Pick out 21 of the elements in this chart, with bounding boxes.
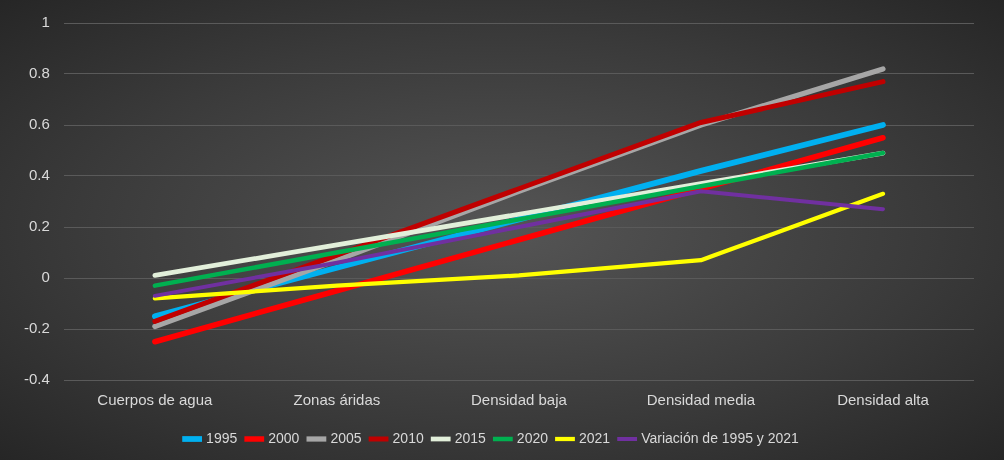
x-tick-label: Densidad alta: [837, 391, 930, 409]
y-tick-label: 0.8: [28, 64, 50, 82]
y-tick-label: -0.2: [23, 319, 50, 337]
legend-label: 2015: [454, 429, 487, 446]
x-tick-label: Zonas áridas: [293, 391, 381, 409]
legend-label: 2010: [392, 429, 424, 446]
y-tick-label: 0.4: [28, 166, 50, 184]
legend-label: 2000: [268, 429, 300, 446]
x-tick-label: Cuerpos de agua: [97, 391, 214, 409]
y-tick-label: 1: [41, 13, 50, 31]
y-tick-label: 0.6: [28, 115, 50, 133]
legend-label: 1995: [206, 429, 238, 446]
x-tick-label: Densidad media: [646, 391, 756, 409]
y-tick-label: 0: [41, 268, 50, 286]
legend-label: 2020: [516, 429, 549, 446]
y-tick-label: -0.4: [23, 370, 50, 388]
legend-label: 2005: [330, 429, 362, 446]
legend-label: 2021: [578, 429, 611, 446]
legend-label: Variación de 1995 y 2021: [641, 429, 800, 446]
x-tick-label: Densidad baja: [470, 391, 568, 409]
y-tick-label: 0.2: [28, 217, 50, 235]
